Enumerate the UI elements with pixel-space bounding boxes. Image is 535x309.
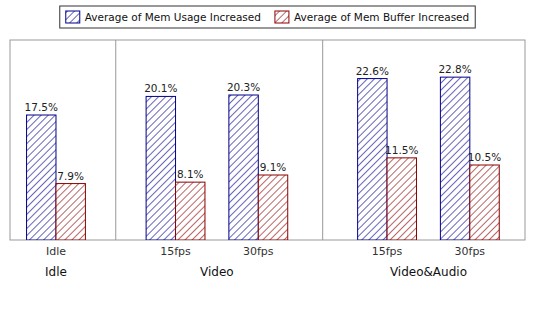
plot-frame xyxy=(10,40,525,240)
x-tick-label: 15fps xyxy=(372,245,403,258)
data-label: 22.6% xyxy=(356,65,389,77)
bars xyxy=(27,77,500,240)
data-label: 10.5% xyxy=(468,151,501,163)
legend-swatch xyxy=(275,11,289,23)
data-label: 11.5% xyxy=(385,144,418,156)
bar xyxy=(56,184,85,240)
bar xyxy=(27,115,56,240)
bar xyxy=(440,77,469,240)
data-label: 20.1% xyxy=(144,82,177,94)
bar xyxy=(258,175,287,240)
x-tick-label: 30fps xyxy=(455,245,486,258)
data-labels: 17.5% 20.1% 20.3% 22.6% 22.8% 7.9% 8.1% 9.1% 11.… xyxy=(25,63,502,181)
x-tick-label: 15fps xyxy=(160,245,191,258)
legend-frame xyxy=(60,6,475,28)
data-label: 22.8% xyxy=(438,63,471,75)
group-divider xyxy=(115,40,116,240)
group-label: Idle xyxy=(45,265,67,279)
bar xyxy=(470,165,499,240)
data-label: 17.5% xyxy=(25,101,58,113)
chart: 17.5% 20.1% 20.3% 22.6% 22.8% 7.9% 8.1% 9.1% 11.… xyxy=(0,0,535,309)
bar xyxy=(146,96,175,240)
legend-label: Average of Mem Buffer Increased xyxy=(294,11,469,23)
x-tick-label: Idle xyxy=(46,245,66,258)
group-label: Video&Audio xyxy=(390,265,467,279)
group-divider xyxy=(322,40,323,240)
bar xyxy=(229,95,258,240)
legend-swatch xyxy=(66,11,80,23)
bar xyxy=(387,158,416,240)
legend: Average of Mem Usage Increased Average of… xyxy=(60,6,475,28)
data-label: 8.1% xyxy=(177,168,204,180)
bar xyxy=(358,79,387,240)
data-label: 20.3% xyxy=(227,81,260,93)
data-label: 9.1% xyxy=(260,161,287,173)
legend-label: Average of Mem Usage Increased xyxy=(85,11,261,23)
group-label: Video xyxy=(200,265,234,279)
data-label: 7.9% xyxy=(57,170,84,182)
bar xyxy=(176,182,205,240)
x-tick-label: 30fps xyxy=(243,245,274,258)
